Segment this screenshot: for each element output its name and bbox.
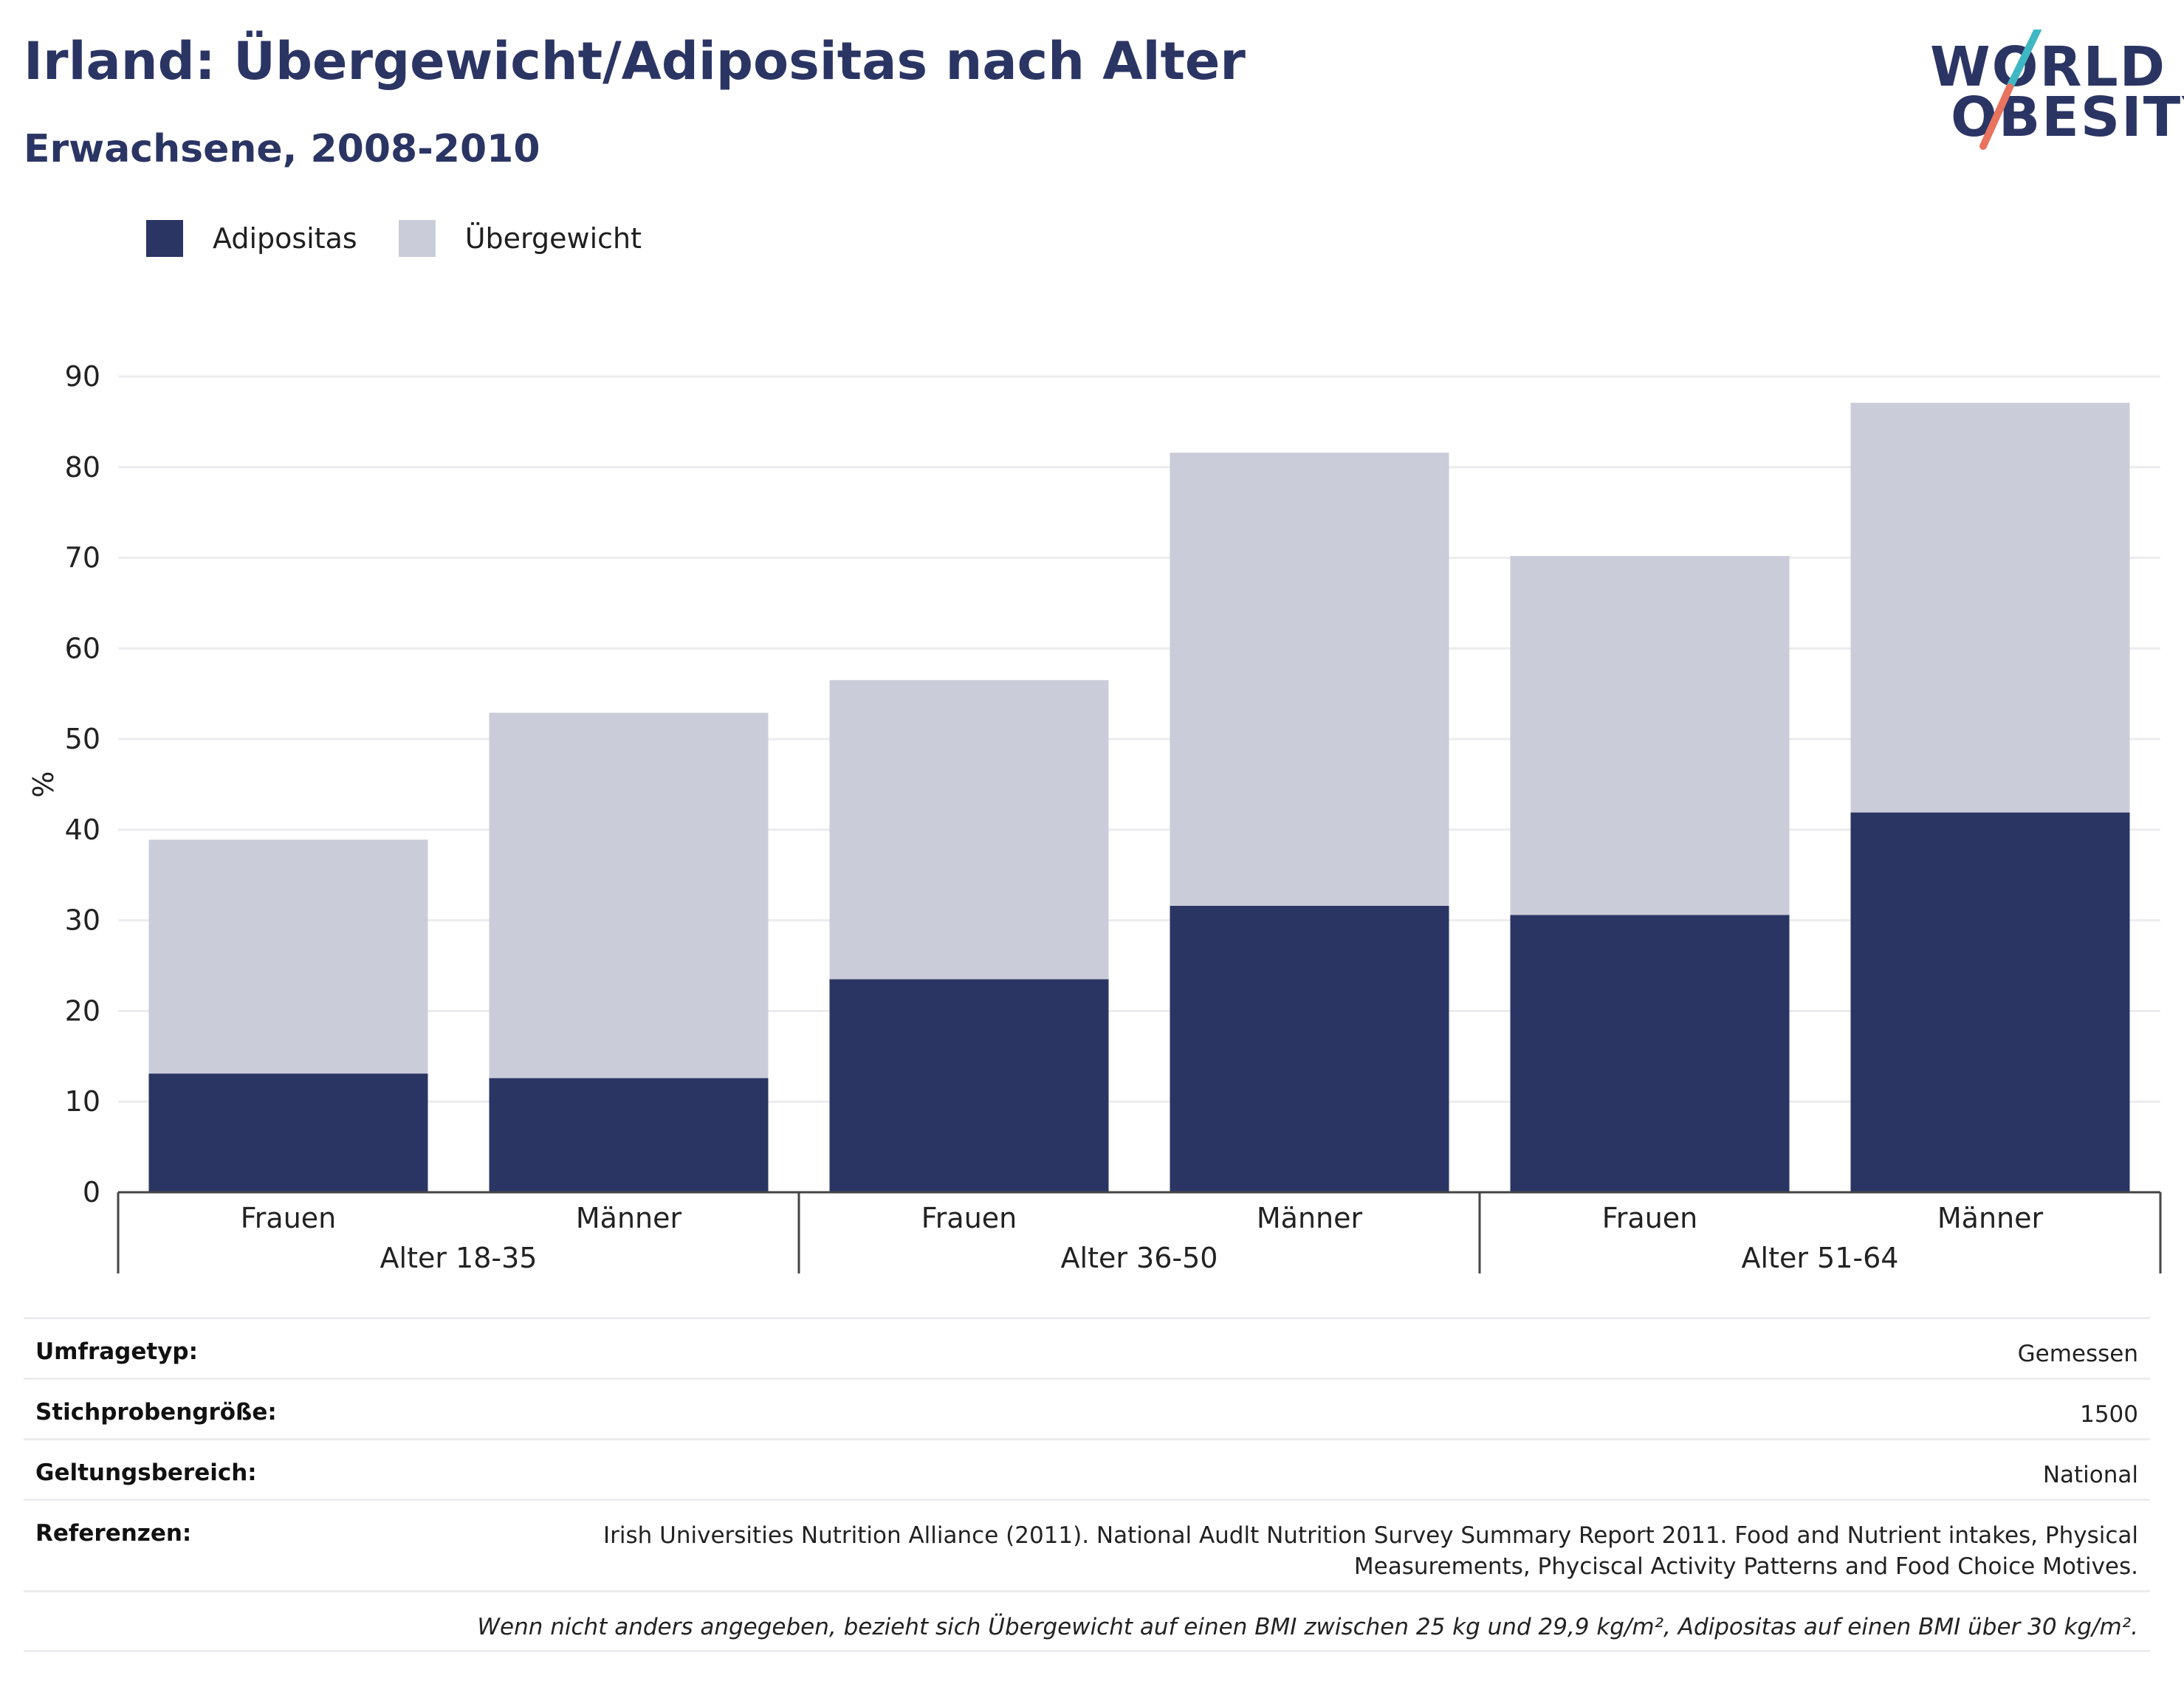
meta-label: Referenzen: [35, 1520, 192, 1547]
logo-slash-icon [1979, 30, 2042, 150]
y-tick-label: 50 [65, 723, 100, 755]
survey-info-table: Umfragetyp: Gemessen Stichprobengröße: 1… [24, 1317, 2150, 1652]
y-tick-label: 80 [65, 451, 100, 484]
bar-uebergewicht [489, 712, 769, 1079]
logo-line-1: WORLD [1930, 35, 2167, 99]
y-tick-label: 10 [65, 1085, 100, 1118]
legend-swatch-uebergewicht [398, 220, 436, 257]
x-group-label: Alter 51-64 [1742, 1242, 1899, 1274]
legend-swatch-adipositas [146, 220, 183, 257]
chart-subtitle: Erwachsene, 2008-2010 [24, 127, 540, 171]
meta-value: National [2042, 1462, 2138, 1488]
y-tick-label: 0 [83, 1176, 100, 1208]
x-tick-label: Frauen [241, 1202, 337, 1234]
bar-uebergewicht [1510, 556, 1790, 915]
bar-uebergewicht [829, 680, 1109, 980]
meta-row-sample-size: Stichprobengröße: 1500 [24, 1378, 2150, 1438]
bar-adipositas [1510, 915, 1790, 1192]
x-group-label: Alter 18-35 [380, 1242, 538, 1274]
meta-row-references: Referenzen: Irish Universities Nutrition… [24, 1499, 2150, 1590]
bar-adipositas [1850, 812, 2130, 1192]
chart-title: Irland: Übergewicht/Adipositas nach Alte… [24, 31, 1246, 92]
meta-row-survey-type: Umfragetyp: Gemessen [24, 1317, 2150, 1378]
chart-legend: Adipositas Übergewicht [146, 219, 683, 258]
legend-item-adipositas[interactable]: Adipositas [146, 220, 357, 257]
meta-label: Stichprobengröße: [35, 1399, 277, 1426]
x-group-label: Alter 36-50 [1061, 1242, 1218, 1274]
world-obesity-logo: WORLD OBESITY [1920, 30, 2184, 155]
meta-label: Geltungsbereich: [35, 1460, 257, 1486]
meta-value: 1500 [2080, 1401, 2138, 1428]
y-tick-label: 20 [65, 994, 100, 1027]
y-tick-label: 60 [65, 632, 100, 664]
x-tick-label: Frauen [1602, 1202, 1698, 1234]
bar-adipositas [148, 1073, 428, 1192]
y-axis-label: % [27, 771, 60, 797]
stacked-bar-chart: 0 10 20 30 40 50 60 70 80 90% Frauen Männer Frauen Mä… [27, 360, 2162, 1274]
bar-adipositas [829, 979, 1109, 1192]
x-tick-label: Männer [1937, 1202, 2044, 1234]
meta-value: Irish Universities Nutrition Alliance (2… [603, 1522, 2138, 1580]
meta-label: Umfragetyp: [35, 1338, 198, 1365]
y-tick-label: 40 [65, 814, 100, 846]
x-tick-label: Männer [576, 1202, 682, 1234]
bar-adipositas [1170, 906, 1449, 1192]
legend-label-adipositas: Adipositas [213, 222, 357, 255]
bar-uebergewicht [148, 839, 428, 1074]
bar-uebergewicht [1170, 453, 1449, 907]
footnote-text: Wenn nicht anders angegeben, bezieht sic… [477, 1614, 2138, 1640]
meta-value: Gemessen [2017, 1341, 2138, 1367]
x-tick-label: Frauen [921, 1202, 1017, 1234]
bar-uebergewicht [1850, 402, 2130, 813]
meta-row-scope: Geltungsbereich: National [24, 1438, 2150, 1499]
y-tick-label: 90 [65, 360, 100, 393]
bar-adipositas [489, 1078, 769, 1192]
y-tick-label: 30 [65, 904, 100, 937]
legend-label-uebergewicht: Übergewicht [464, 222, 642, 255]
x-tick-label: Männer [1257, 1202, 1363, 1234]
meta-row-footnote: Wenn nicht anders angegeben, bezieht sic… [24, 1590, 2150, 1652]
y-tick-label: 70 [65, 542, 100, 574]
legend-item-uebergewicht[interactable]: Übergewicht [398, 220, 642, 257]
